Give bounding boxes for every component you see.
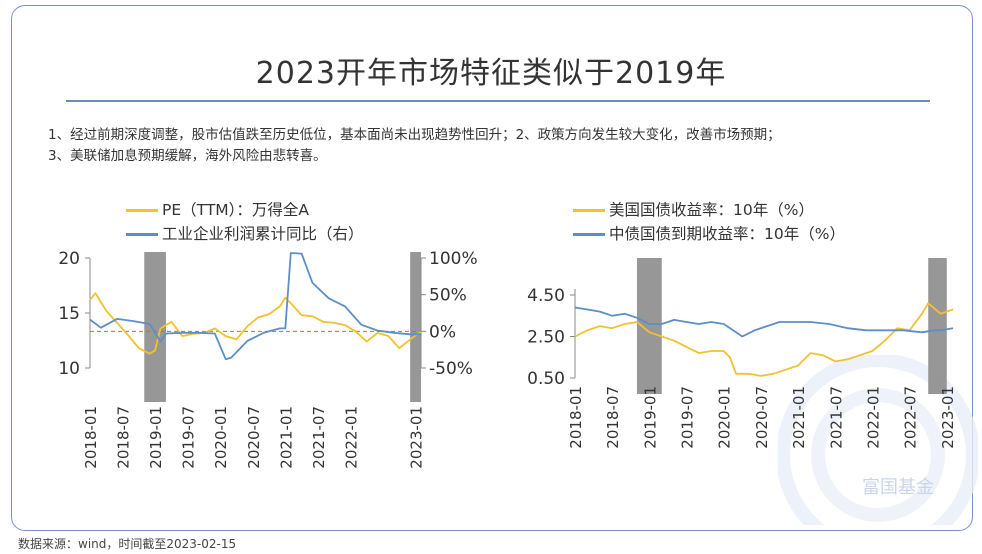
- x-tick-label: 2023-01: [408, 406, 426, 469]
- note-line-1: 1、经过前期深度调整，股市估值跌至历史低位，基本面尚未出现趋势性回升；2、政策方…: [48, 127, 781, 143]
- y-tick-label: 0.50: [527, 369, 565, 389]
- x-tick-label: 2022-07: [902, 386, 920, 449]
- x-tick-label: 2020-07: [753, 386, 771, 449]
- legend-label: 中债国债到期收益率：10年（%）: [609, 225, 845, 243]
- legend-swatch-yellow: [126, 209, 158, 212]
- x-tick-label: 2022-01: [864, 386, 882, 449]
- x-tick-label: 2019-07: [679, 386, 697, 449]
- shaded-period-0: [144, 252, 166, 402]
- x-tick-label: 2020-07: [245, 406, 263, 469]
- legend-label: PE（TTM）：万得全A: [162, 201, 310, 219]
- x-tick-label: 2019-07: [180, 406, 198, 469]
- y-right-tick-label: 50%: [429, 286, 467, 306]
- x-tick-label: 2018-01: [567, 386, 585, 449]
- x-tick-label: 2018-07: [604, 386, 622, 449]
- x-tick-label: 2021-07: [827, 386, 845, 449]
- y-tick-label: 4.50: [527, 286, 565, 306]
- series-line-0: [89, 292, 422, 355]
- x-tick-label: 2019-01: [147, 406, 165, 469]
- note-line-2: 3、美联储加息预期缓解，海外风险由悲转喜。: [48, 148, 327, 164]
- legend-swatch-blue: [573, 233, 605, 236]
- y-tick-label: 2.50: [527, 328, 565, 348]
- y-right-tick-label: 0%: [429, 322, 456, 342]
- series-line-1: [574, 306, 954, 338]
- page-title: 2023开年市场特征类似于2019年: [255, 56, 727, 91]
- y-left-tick-label: 10: [58, 359, 80, 379]
- legend-item-profit: 工业企业利润累计同比（右）: [126, 222, 364, 244]
- x-tick-label: 2020-01: [716, 386, 734, 449]
- x-tick-label: 2023-01: [939, 386, 957, 449]
- y-right-tick-label: 100%: [429, 249, 478, 269]
- watermark-logo: 富国基金: [778, 355, 978, 525]
- x-tick-label: 2022-01: [342, 406, 360, 469]
- x-tick-label: 2020-01: [212, 406, 230, 469]
- legend-swatch-blue: [126, 233, 158, 236]
- series-line-1: [89, 252, 421, 361]
- x-tick-label: 2021-01: [277, 406, 295, 469]
- y-left-tick-label: 20: [58, 249, 80, 269]
- legend-item-us10y: 美国国债收益率：10年（%）: [573, 198, 814, 220]
- legend-item-pe: PE（TTM）：万得全A: [126, 198, 309, 220]
- y-left-tick-label: 15: [58, 304, 80, 324]
- series-line-0: [574, 302, 954, 377]
- legend-label: 美国国债收益率：10年（%）: [609, 201, 814, 219]
- x-tick-label: 2018-07: [115, 406, 133, 469]
- data-source: 数据来源：wind，时间截至2023-02-15: [18, 537, 237, 551]
- y-right-tick-label: -50%: [429, 359, 473, 379]
- x-tick-label: 2021-07: [310, 406, 328, 469]
- chart-pe-profit: 20 15 10 100% 50% 0% -50% 2018-01 2018-07 2019-01…: [58, 249, 478, 469]
- notes: 1、经过前期深度调整，股市估值跌至历史低位，基本面尚未出现趋势性回升；2、政策方…: [48, 125, 948, 167]
- x-tick-label: 2021-01: [790, 386, 808, 449]
- shaded-period-1: [410, 252, 421, 402]
- title-divider: [66, 100, 930, 102]
- x-tick-label: 2019-01: [641, 386, 659, 449]
- x-tick-label: 2018-01: [82, 406, 100, 469]
- watermark-text: 富国基金: [862, 477, 934, 498]
- legend-label: 工业企业利润累计同比（右）: [162, 225, 364, 243]
- shaded-period-1: [928, 258, 947, 394]
- legend-swatch-yellow: [573, 209, 605, 212]
- legend-item-cn10y: 中债国债到期收益率：10年（%）: [573, 222, 845, 244]
